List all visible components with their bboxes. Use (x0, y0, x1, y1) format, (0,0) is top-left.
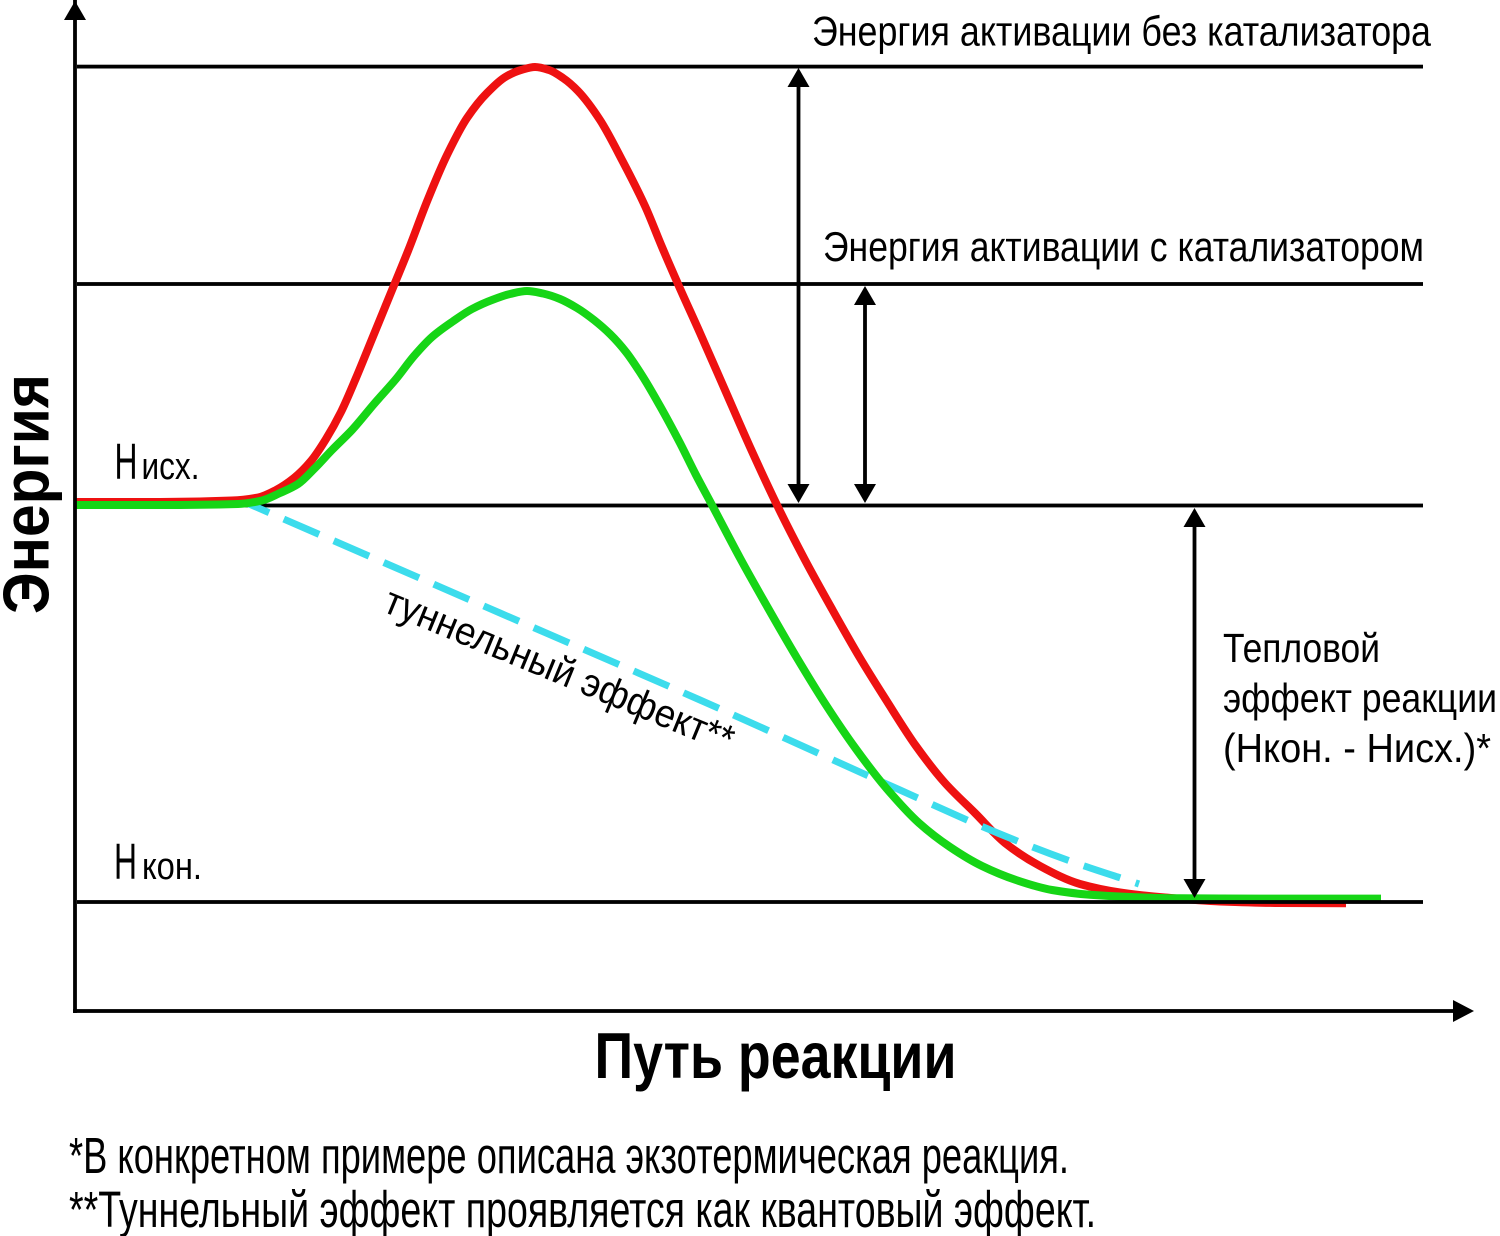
svg-text:Энергия: Энергия (0, 374, 63, 614)
svg-text:Путь реакции: Путь реакции (595, 1019, 957, 1092)
svg-text:Энергия активации без катализа: Энергия активации без катализатора (812, 8, 1432, 55)
svg-text:исх.: исх. (142, 446, 200, 488)
svg-text:эффект реакции: эффект реакции (1223, 675, 1497, 721)
svg-text:Н: Н (115, 433, 138, 490)
svg-text:*В конкретном примере описана: *В конкретном примере описана экзотермич… (69, 1127, 1069, 1184)
svg-text:**Туннельный эффект проявляетс: **Туннельный эффект проявляется как кван… (69, 1181, 1096, 1236)
svg-text:кон.: кон. (142, 846, 202, 888)
svg-text:(Нкон. - Нисх.)*: (Нкон. - Нисх.)* (1223, 725, 1491, 771)
svg-text:Энергия активации с катализато: Энергия активации с катализатором (823, 223, 1424, 270)
svg-text:Тепловой: Тепловой (1223, 625, 1380, 671)
svg-text:Н: Н (114, 833, 137, 890)
